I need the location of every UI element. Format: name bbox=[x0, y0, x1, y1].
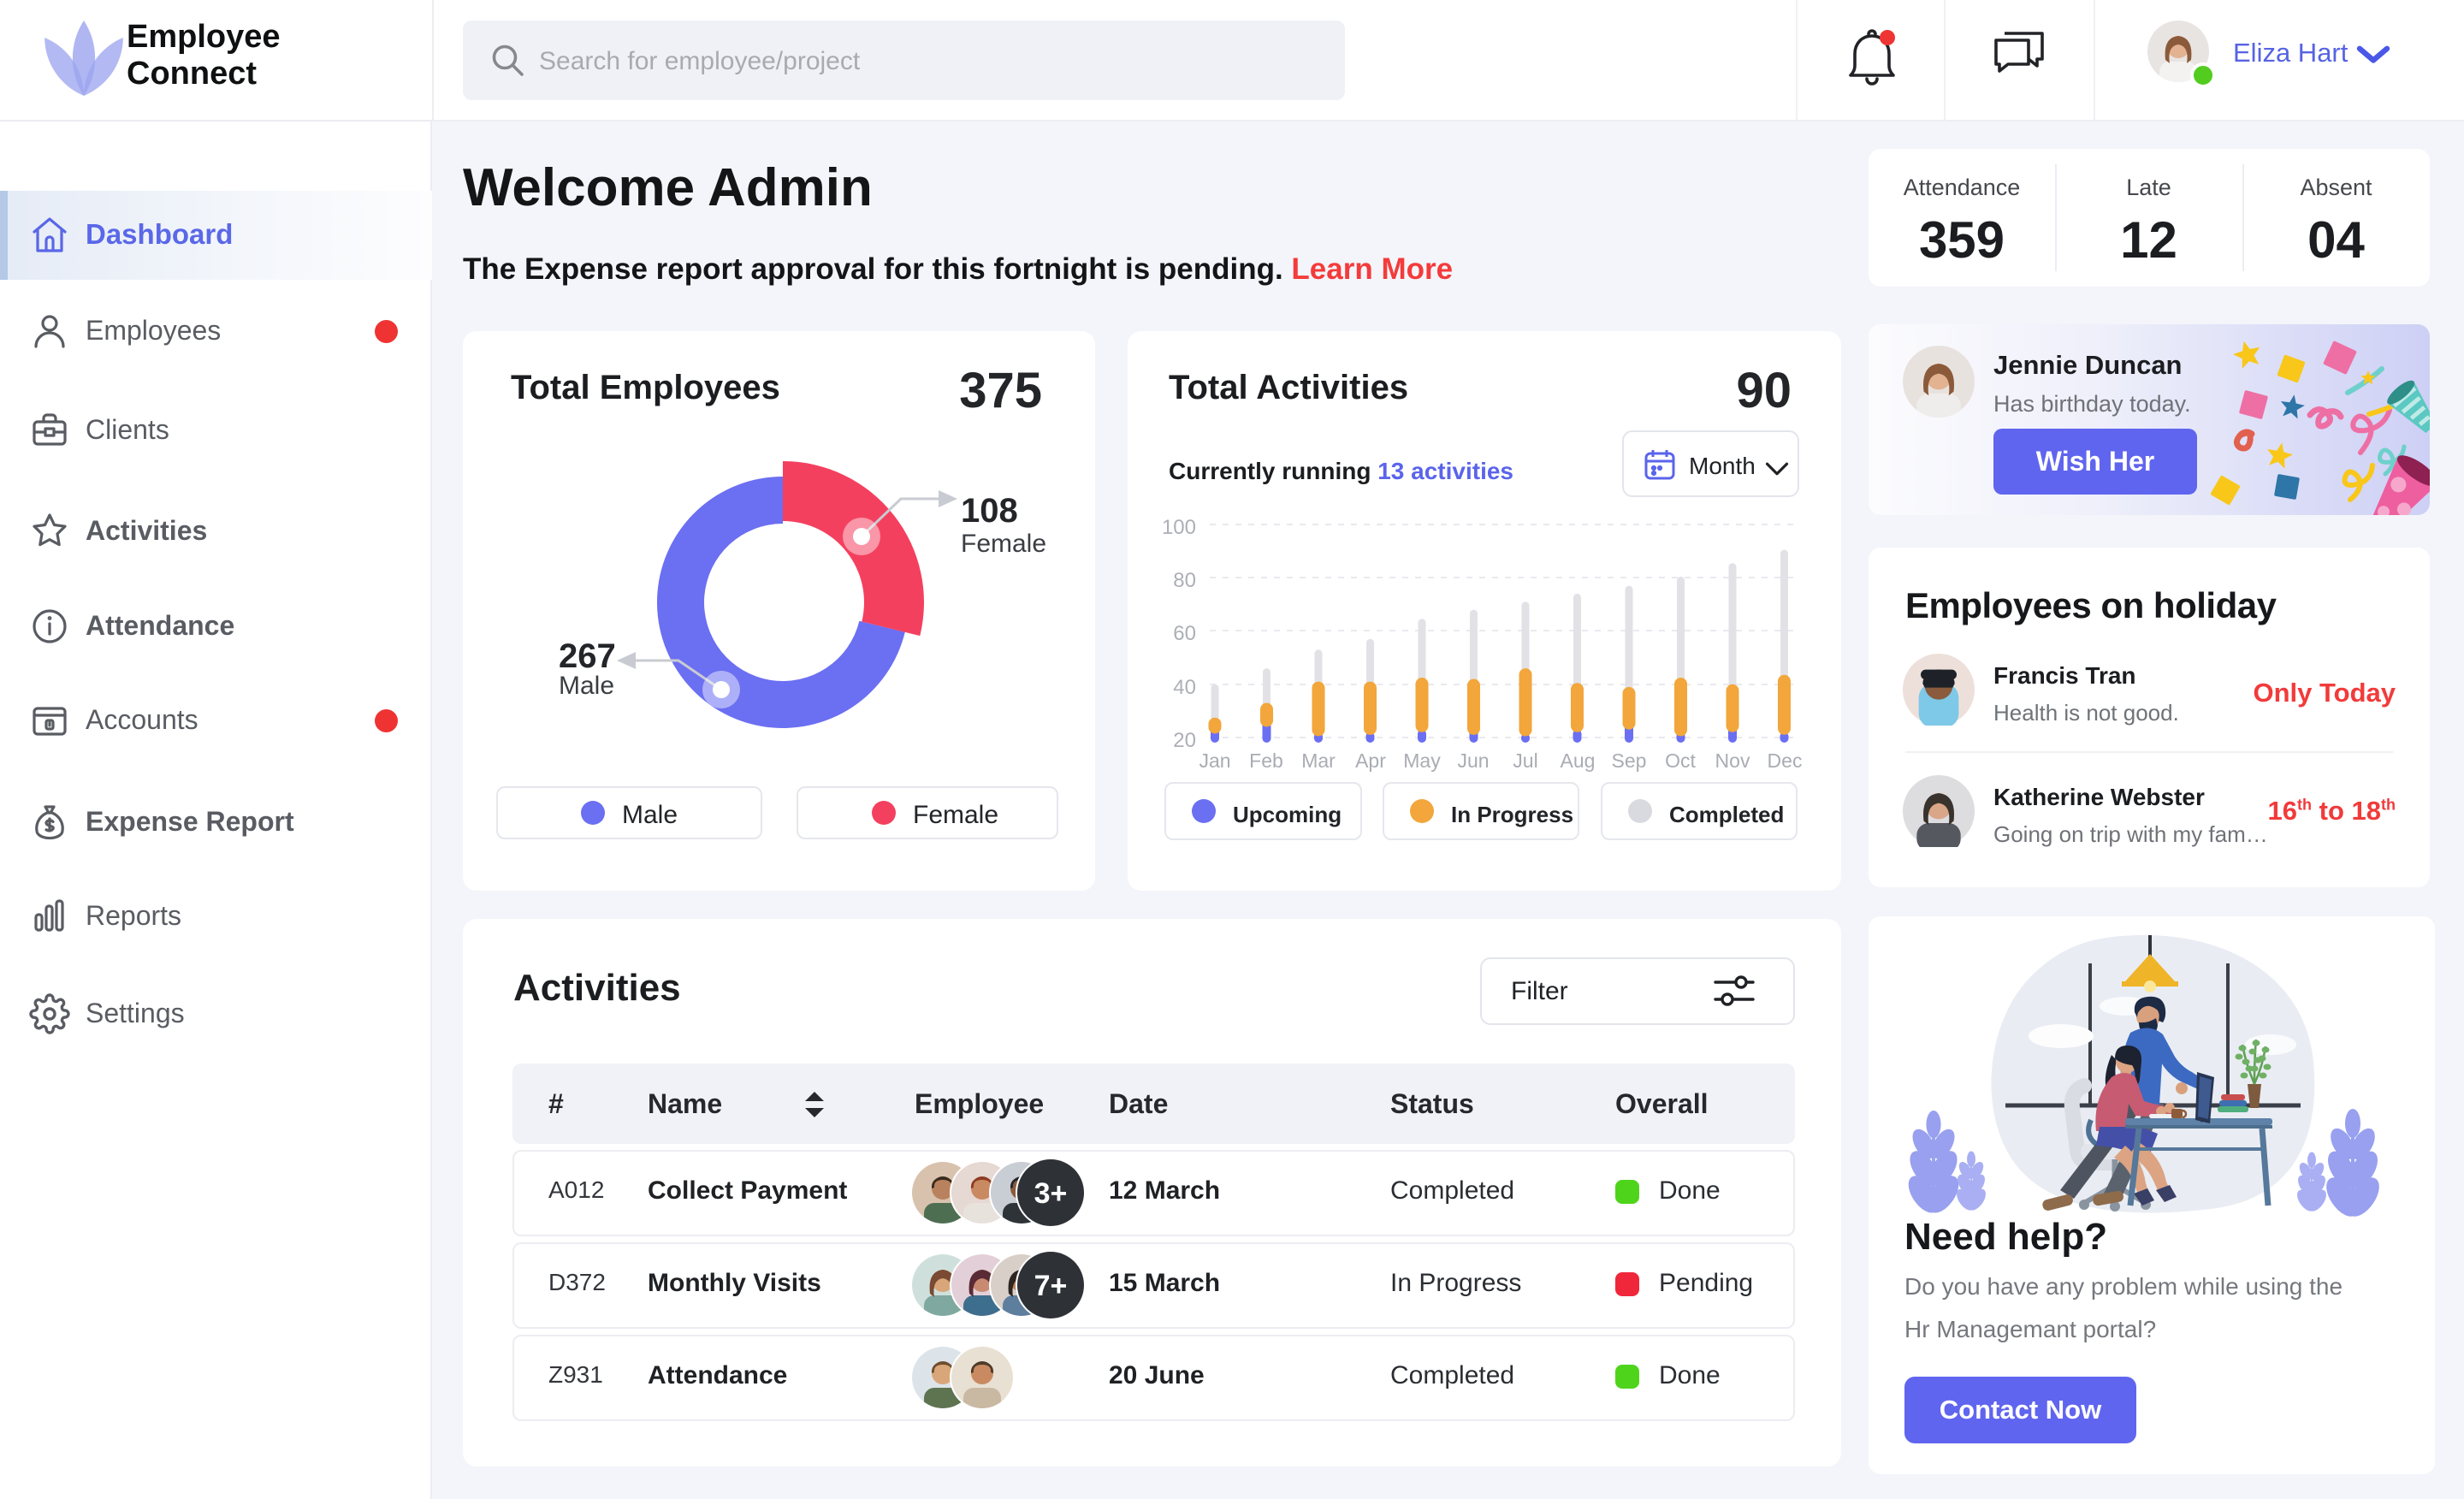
svg-text:3+: 3+ bbox=[1034, 1177, 1068, 1210]
svg-text:Nov: Nov bbox=[1715, 750, 1750, 772]
svg-text:40: 40 bbox=[1173, 676, 1196, 699]
svg-text:60: 60 bbox=[1173, 622, 1196, 645]
svg-text:Jun: Jun bbox=[1457, 750, 1489, 772]
svg-text:Dec: Dec bbox=[1768, 750, 1803, 772]
svg-text:100: 100 bbox=[1162, 516, 1196, 539]
svg-text:7+: 7+ bbox=[1034, 1270, 1068, 1302]
svg-text:Aug: Aug bbox=[1561, 750, 1596, 772]
svg-text:Oct: Oct bbox=[1665, 750, 1696, 772]
svg-text:20: 20 bbox=[1173, 729, 1196, 752]
svg-text:Jan: Jan bbox=[1199, 750, 1230, 772]
svg-text:May: May bbox=[1403, 750, 1441, 772]
svg-text:Mar: Mar bbox=[1301, 750, 1336, 772]
svg-text:80: 80 bbox=[1173, 569, 1196, 592]
svg-text:Feb: Feb bbox=[1249, 750, 1283, 772]
svg-text:Apr: Apr bbox=[1355, 750, 1386, 772]
svg-text:Jul: Jul bbox=[1513, 750, 1537, 772]
svg-text:Sep: Sep bbox=[1612, 750, 1647, 772]
